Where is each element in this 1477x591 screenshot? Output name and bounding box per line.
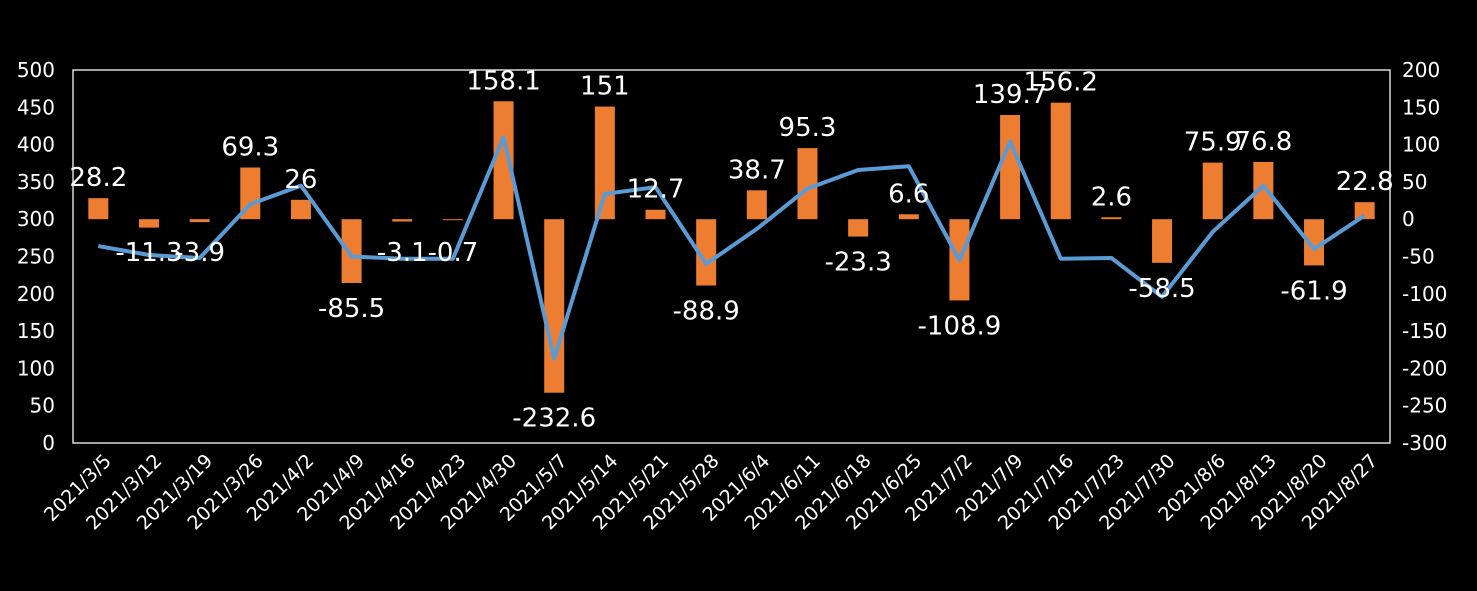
bar-data-label: 139.7 — [973, 80, 1047, 110]
bar — [848, 219, 869, 237]
left-axis-tick: 500 — [17, 58, 55, 82]
bar — [544, 219, 565, 393]
left-axis-tick: 0 — [42, 431, 55, 455]
bar-data-label: -3.9 — [174, 238, 225, 268]
bar — [189, 219, 210, 223]
left-axis-tick: 450 — [17, 95, 55, 119]
bar-data-label: -11.3 — [115, 238, 182, 268]
bar-data-label: 2.6 — [1091, 182, 1132, 212]
bar — [1000, 114, 1021, 220]
left-axis-tick: 300 — [17, 207, 55, 231]
right-axis-tick: -100 — [1402, 282, 1447, 306]
right-axis-tick: -150 — [1402, 319, 1447, 343]
left-axis-tick: 400 — [17, 133, 55, 157]
plot-area — [72, 69, 1391, 444]
right-axis-tick: 100 — [1402, 133, 1440, 157]
bar-data-label: 158.1 — [466, 66, 540, 96]
right-axis-tick: 150 — [1402, 95, 1440, 119]
left-axis-tick: 50 — [30, 394, 55, 418]
bar — [1050, 102, 1071, 220]
bar — [1202, 162, 1223, 220]
line-series — [97, 135, 1366, 361]
bar — [493, 101, 514, 220]
bar-data-label: 26 — [284, 165, 317, 195]
bar-data-label: 38.7 — [728, 155, 786, 185]
bar-data-label: 22.8 — [1336, 167, 1394, 197]
bar-data-label: 6.6 — [888, 179, 929, 209]
bar-data-label: 156.2 — [1024, 68, 1098, 98]
bar — [1253, 161, 1274, 220]
right-axis-tick: -250 — [1402, 394, 1447, 418]
bar — [290, 199, 311, 220]
bar-data-label: 28.2 — [69, 163, 127, 193]
bar — [1152, 219, 1173, 263]
right-axis-tick: 50 — [1402, 170, 1427, 194]
left-axis-tick: 100 — [17, 356, 55, 380]
bar-data-label: -3.1 — [377, 238, 428, 268]
bar — [898, 214, 919, 220]
right-axis-tick: 0 — [1402, 207, 1415, 231]
bar-data-label: -232.6 — [512, 404, 596, 434]
bar — [1304, 219, 1325, 266]
bar — [696, 219, 717, 286]
left-axis-tick: 150 — [17, 319, 55, 343]
bar — [797, 148, 818, 220]
bar-data-label: 95.3 — [779, 113, 837, 143]
bar — [645, 209, 666, 220]
right-axis-tick: 200 — [1402, 58, 1440, 82]
left-axis-tick: 250 — [17, 245, 55, 269]
right-axis-tick: -200 — [1402, 356, 1447, 380]
bar — [1101, 217, 1122, 220]
bar-data-label: -88.9 — [673, 297, 740, 327]
left-axis-tick: 350 — [17, 170, 55, 194]
bar — [341, 219, 362, 283]
bar-data-label: -85.5 — [318, 294, 385, 324]
bar — [746, 190, 767, 220]
bar-data-label: -0.7 — [428, 238, 479, 268]
bar-data-label: 76.8 — [1234, 127, 1292, 157]
bar — [1354, 202, 1375, 220]
bar — [392, 219, 413, 222]
bar-data-label: 151 — [580, 72, 630, 102]
bar-data-label: -23.3 — [824, 248, 891, 278]
bar-data-label: -58.5 — [1128, 274, 1195, 304]
right-axis-tick: -50 — [1402, 245, 1435, 269]
bar — [442, 219, 463, 221]
bar — [88, 198, 109, 220]
bar-data-label: -108.9 — [918, 311, 1002, 341]
bar-data-label: 69.3 — [221, 133, 279, 163]
bar — [240, 167, 261, 220]
bar-data-label: -61.9 — [1280, 276, 1347, 306]
bar — [138, 219, 159, 228]
bar — [594, 106, 615, 220]
bar-data-label: 75.9 — [1184, 128, 1242, 158]
right-axis-tick: -300 — [1402, 431, 1447, 455]
bar-data-label: 12.7 — [627, 175, 685, 205]
left-axis-tick: 200 — [17, 282, 55, 306]
